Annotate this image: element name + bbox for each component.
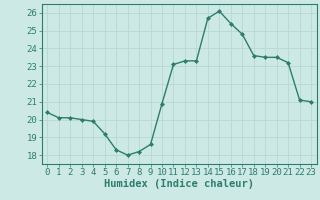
X-axis label: Humidex (Indice chaleur): Humidex (Indice chaleur) [104,179,254,189]
